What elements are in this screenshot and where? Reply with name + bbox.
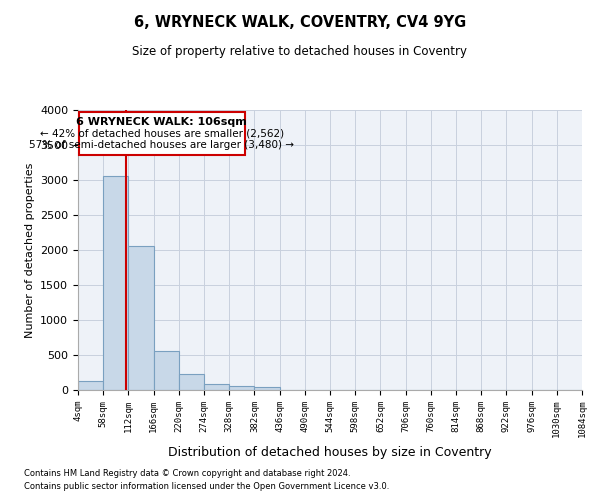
X-axis label: Distribution of detached houses by size in Coventry: Distribution of detached houses by size …	[168, 446, 492, 458]
Bar	[229, 386, 254, 390]
Bar	[128, 246, 154, 390]
Text: 6 WRYNECK WALK: 106sqm: 6 WRYNECK WALK: 106sqm	[76, 117, 247, 127]
Bar	[254, 386, 280, 390]
Bar	[154, 351, 179, 390]
Bar	[204, 384, 229, 390]
Bar	[179, 374, 204, 390]
FancyBboxPatch shape	[79, 112, 245, 156]
Text: Contains HM Land Registry data © Crown copyright and database right 2024.: Contains HM Land Registry data © Crown c…	[24, 468, 350, 477]
Text: ← 42% of detached houses are smaller (2,562): ← 42% of detached houses are smaller (2,…	[40, 129, 284, 139]
Text: 57% of semi-detached houses are larger (3,480) →: 57% of semi-detached houses are larger (…	[29, 140, 294, 150]
Bar	[78, 381, 103, 390]
Text: Contains public sector information licensed under the Open Government Licence v3: Contains public sector information licen…	[24, 482, 389, 491]
Text: Size of property relative to detached houses in Coventry: Size of property relative to detached ho…	[133, 45, 467, 58]
Text: 6, WRYNECK WALK, COVENTRY, CV4 9YG: 6, WRYNECK WALK, COVENTRY, CV4 9YG	[134, 15, 466, 30]
Y-axis label: Number of detached properties: Number of detached properties	[25, 162, 35, 338]
Bar	[103, 176, 128, 390]
